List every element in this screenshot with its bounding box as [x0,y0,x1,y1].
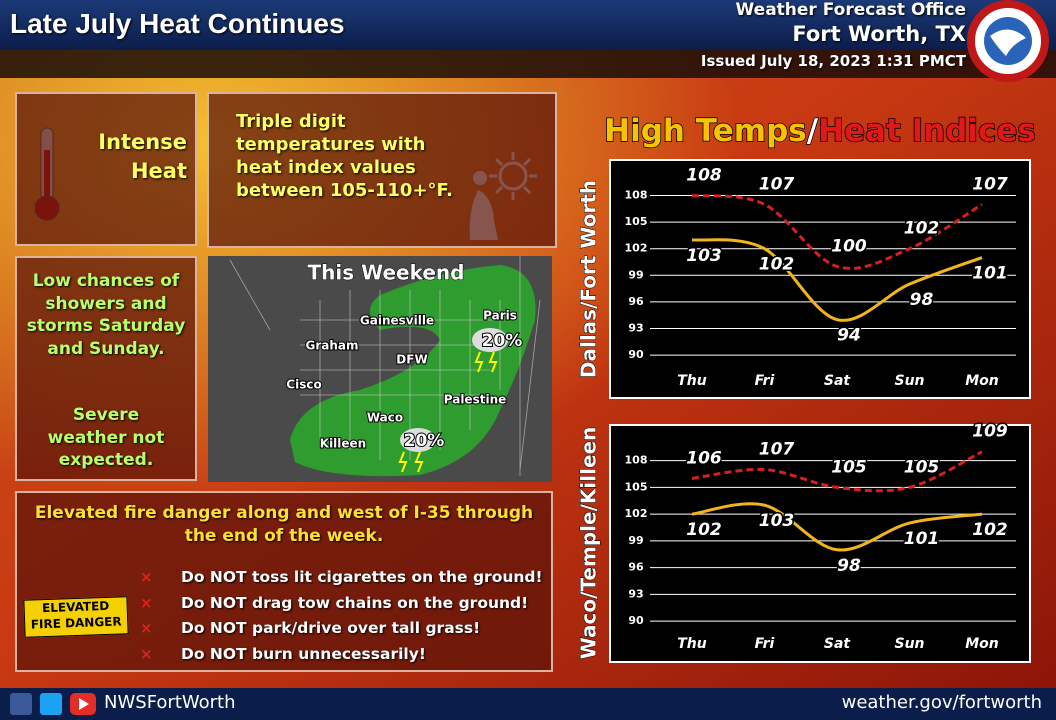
data-label: 103 [686,246,722,266]
city-label: Palestine [444,393,507,407]
x-tick-label: Thu [677,636,707,652]
data-label: 102 [972,520,1008,540]
data-label: 103 [759,511,795,531]
data-label: 105 [831,457,867,477]
charts: Dallas/Fort Worth 90 93 96 99 102 105 108 Thu Fri… [576,164,1016,660]
office: Weather Forecast Office [735,0,966,20]
x-tick-label: Sat [824,373,852,389]
y-tick-label: 108 [625,454,648,467]
y-tick-label: 105 [625,215,648,228]
data-label: 100 [831,236,867,256]
city-label: Gainesville [360,314,434,328]
y-tick-label: 93 [628,587,643,600]
data-label: 94 [837,326,861,346]
data-label: 109 [972,422,1008,442]
x-icon: × [140,568,153,586]
x-tick-label: Sat [824,636,852,652]
x-tick-label: Thu [677,373,707,389]
url: weather.gov/fortworth [841,692,1042,713]
location: Fort Worth, TX [792,22,966,46]
y-tick-label: 99 [628,268,643,281]
title-high: High Temps [604,113,807,149]
rain-chance: 20% [404,431,445,451]
map-title: This Weekend [308,261,465,285]
x-tick-label: Mon [965,373,999,389]
map-labels: This Weekend Gainesville Paris Graham DFW Cis… [285,260,523,452]
y-axis-title: Waco/Temple/Killeen [577,427,601,660]
y-tick-label: 102 [625,242,648,255]
data-label: 98 [910,290,934,310]
fire-badge: ELEVATED FIRE DANGER [23,596,129,638]
series-line [691,450,983,493]
x-icon: × [140,644,153,663]
series-line [691,238,983,322]
series-line [691,502,983,552]
data-label: 107 [759,174,795,194]
data-label: 102 [686,520,722,540]
heat-text-panel [207,92,557,248]
map [208,256,552,482]
title: Late July Heat Continues [10,8,345,39]
y-tick-label: 93 [628,322,643,335]
x-icon: × [140,619,153,637]
header-bar [0,0,1056,50]
heat-label: Intense Heat [98,130,187,183]
issued: Issued July 18, 2023 1:31 PMCT [700,52,966,70]
y-tick-label: 99 [628,534,643,547]
y-tick-label: 90 [628,614,644,627]
y-tick-label: 105 [625,480,648,493]
city-label: Cisco [286,378,321,392]
title-sep: / [807,113,819,149]
fire-item: Do NOT park/drive over tall grass! [181,619,481,637]
data-label: 108 [686,165,722,185]
y-tick-label: 90 [628,348,644,361]
nws-logo [967,0,1049,82]
data-label: 98 [837,556,861,576]
city-label: Graham [305,339,358,353]
fire-headline: Elevated fire danger along and west of I… [34,503,534,546]
heat-panel [15,92,197,246]
rain-chance: 20% [482,331,523,351]
x-tick-label: Fri [755,373,775,389]
heat-text: Triple digit temperatures with heat inde… [236,111,454,201]
storms-chances: Low chances of showers and storms Saturd… [26,271,186,359]
data-label: 102 [904,219,940,239]
handle: NWSFortWorth [104,692,236,713]
fire-panel [15,491,553,672]
x-tick-label: Fri [755,636,775,652]
title-heat: Heat Indices [818,113,1036,149]
data-label: 106 [686,448,722,468]
data-label: 105 [904,457,940,477]
fire-item: Do NOT burn unnecessarily! [181,644,426,663]
data-label: 107 [972,174,1008,194]
city-label: DFW [396,353,427,367]
fire-item: Do NOT toss lit cigarettes on the ground… [181,568,543,586]
y-tick-label: 96 [628,561,644,574]
fire-item: Do NOT drag tow chains on the ground! [181,593,529,612]
y-tick-label: 96 [628,295,644,308]
city-label: Waco [367,411,403,425]
x-tick-label: Mon [965,636,999,652]
city-label: Paris [483,309,517,323]
x-tick-label: Sun [894,636,924,652]
city-label: Killeen [320,437,366,451]
header-strip [0,50,1056,78]
storms-panel [15,256,197,481]
social-icons [10,693,96,715]
storms-severe: Severe weather not expected. [47,405,165,470]
y-tick-label: 102 [625,507,648,520]
badge-line: FIRE DANGER [30,614,122,632]
data-label: 101 [904,529,940,549]
series-line [691,193,983,270]
data-label: 101 [972,264,1008,284]
y-axis-title: Dallas/Fort Worth [577,180,601,378]
y-tick-label: 108 [625,188,648,201]
data-label: 107 [759,440,795,460]
x-tick-label: Sun [894,373,924,389]
data-label: 102 [759,255,795,275]
charts-title: High Temps/Heat Indices [604,113,1036,149]
x-icon: × [140,593,153,612]
footer-bar [0,688,1056,720]
